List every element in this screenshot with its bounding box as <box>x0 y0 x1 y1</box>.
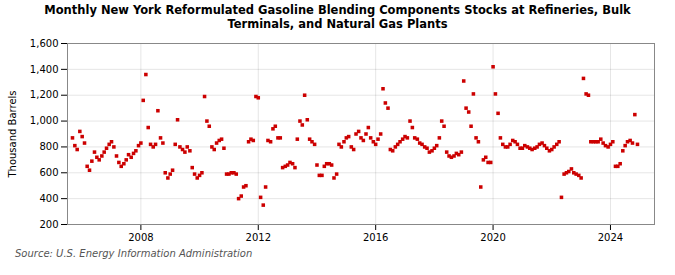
svg-text:1,200: 1,200 <box>30 89 59 100</box>
svg-text:2024: 2024 <box>598 232 623 243</box>
svg-text:2020: 2020 <box>480 232 505 243</box>
svg-text:600: 600 <box>39 167 58 178</box>
svg-text:2012: 2012 <box>246 232 271 243</box>
svg-text:2008: 2008 <box>128 232 153 243</box>
svg-text:1,000: 1,000 <box>30 115 59 126</box>
svg-text:2016: 2016 <box>363 232 388 243</box>
svg-text:1,400: 1,400 <box>30 64 59 75</box>
svg-text:400: 400 <box>39 193 58 204</box>
html-text:Monthly New York Reformulated: Monthly New York Reformulated Gasoline B… <box>44 3 631 31</box>
html-text:Source: U.S. Energy Informatio: Source: U.S. Energy Information Administ… <box>15 248 253 259</box>
svg-text:800: 800 <box>39 141 58 152</box>
svg-text:1,600: 1,600 <box>30 38 59 49</box>
svg-text:Thousand Barrels: Thousand Barrels <box>7 90 18 178</box>
svg-text:200: 200 <box>39 219 58 230</box>
